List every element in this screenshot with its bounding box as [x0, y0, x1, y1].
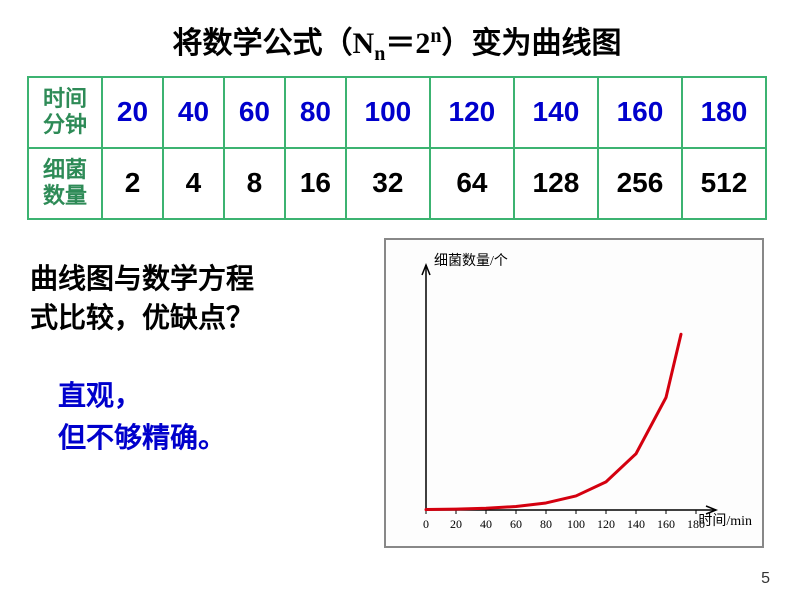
time-cell: 160 [598, 77, 682, 148]
time-cell: 20 [102, 77, 163, 148]
chart-svg: 020406080100120140160180 [386, 240, 766, 550]
answer-line2: 但不够精确。 [58, 423, 226, 454]
svg-text:20: 20 [450, 517, 462, 531]
title-mid: ＝2 [385, 27, 430, 60]
time-cell: 120 [430, 77, 514, 148]
count-cell: 4 [163, 148, 224, 219]
title-suffix: ）变为曲线图 [441, 27, 621, 60]
page-number: 5 [761, 570, 770, 588]
time-cell: 140 [514, 77, 598, 148]
time-cell: 60 [224, 77, 285, 148]
row-label-time: 时间分钟 [28, 77, 102, 148]
count-cell: 32 [346, 148, 430, 219]
text-block: 曲线图与数学方程 式比较，优缺点？ 直观， 但不够精确。 [30, 238, 374, 548]
count-cell: 256 [598, 148, 682, 219]
x-axis-label: 时间/min [698, 510, 752, 530]
count-cell: 64 [430, 148, 514, 219]
svg-text:160: 160 [657, 517, 675, 531]
count-cell: 16 [285, 148, 346, 219]
question-text: 曲线图与数学方程 式比较，优缺点？ [30, 260, 374, 338]
answer-line1: 直观， [58, 381, 142, 412]
count-cell: 8 [224, 148, 285, 219]
growth-chart: 细菌数量/个 020406080100120140160180 时间/min [384, 238, 764, 548]
table-row-count: 细菌数量 2 4 8 16 32 64 128 256 512 [28, 148, 766, 219]
data-table: 时间分钟 20 40 60 80 100 120 140 160 180 细菌数… [27, 76, 767, 220]
question-line1: 曲线图与数学方程 [30, 264, 254, 295]
time-cell: 40 [163, 77, 224, 148]
title-sub: n [374, 43, 385, 65]
time-cell: 80 [285, 77, 346, 148]
time-cell: 180 [682, 77, 766, 148]
svg-text:80: 80 [540, 517, 552, 531]
page-title: 将数学公式（Nn＝2n）变为曲线图 [0, 0, 794, 76]
title-prefix: 将数学公式（N [173, 27, 375, 60]
title-sup: n [430, 25, 441, 47]
table-row-time: 时间分钟 20 40 60 80 100 120 140 160 180 [28, 77, 766, 148]
time-cell: 100 [346, 77, 430, 148]
answer-text: 直观， 但不够精确。 [30, 376, 374, 460]
y-axis-label: 细菌数量/个 [434, 250, 508, 270]
count-cell: 2 [102, 148, 163, 219]
svg-text:100: 100 [567, 517, 585, 531]
question-line2: 式比较，优缺点？ [30, 303, 254, 334]
count-cell: 512 [682, 148, 766, 219]
svg-text:0: 0 [423, 517, 429, 531]
svg-text:140: 140 [627, 517, 645, 531]
svg-text:120: 120 [597, 517, 615, 531]
count-cell: 128 [514, 148, 598, 219]
row-label-count: 细菌数量 [28, 148, 102, 219]
svg-text:40: 40 [480, 517, 492, 531]
svg-text:60: 60 [510, 517, 522, 531]
